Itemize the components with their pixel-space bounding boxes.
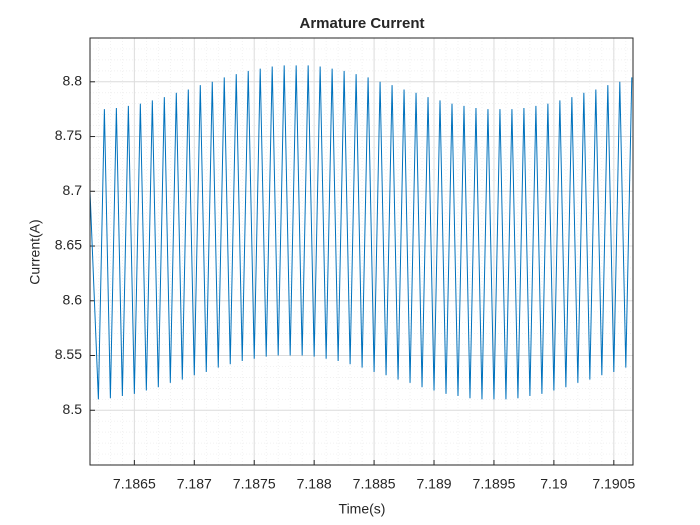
y-tick-label: 8.55: [55, 346, 82, 362]
x-tick-label: 7.187: [177, 476, 212, 492]
y-tick-label: 8.7: [63, 182, 83, 198]
x-tick-label: 7.19: [540, 476, 567, 492]
data-line: [89, 65, 633, 400]
y-tick-label: 8.75: [55, 127, 82, 143]
x-tick-label: 7.1885: [353, 476, 396, 492]
x-tick-label: 7.1865: [113, 476, 156, 492]
chart-title: Armature Current: [299, 15, 424, 32]
x-axis-label: Time(s): [339, 501, 386, 517]
y-axis-label: Current(A): [27, 219, 43, 284]
y-tick-label: 8.8: [63, 72, 83, 88]
x-tick-label: 7.1875: [233, 476, 276, 492]
y-tick-label: 8.5: [63, 401, 83, 417]
y-tick-label: 8.6: [63, 291, 83, 307]
x-tick-label: 7.1895: [473, 476, 516, 492]
x-tick-label: 7.189: [416, 476, 451, 492]
x-tick-label: 7.188: [297, 476, 332, 492]
axes-box: [89, 37, 634, 466]
x-tick-label: 7.1905: [592, 476, 635, 492]
y-tick-label: 8.65: [55, 237, 82, 253]
